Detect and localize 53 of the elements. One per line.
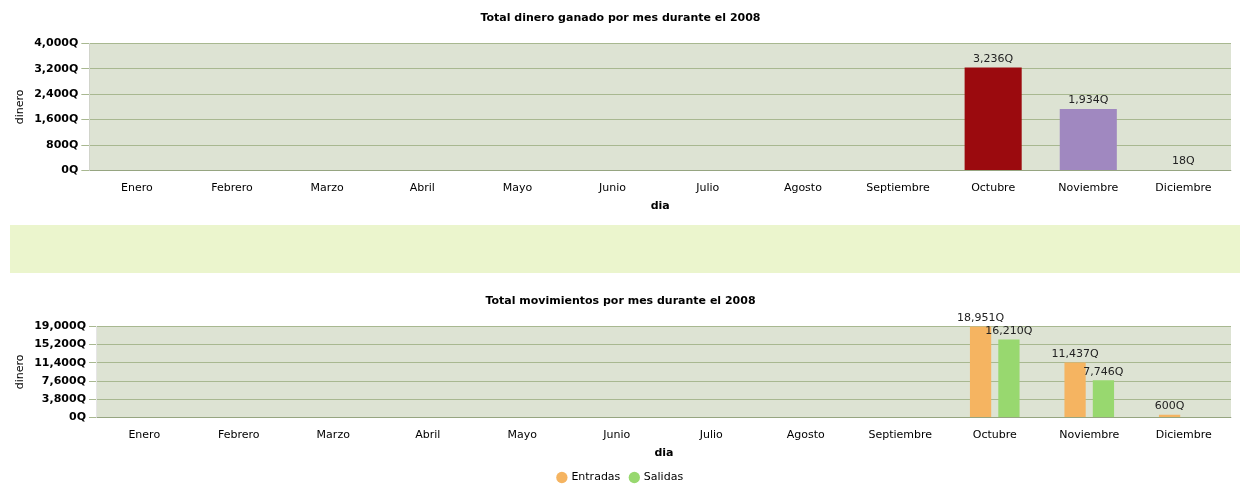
x-tick-label: Noviembre — [1058, 181, 1119, 195]
data-label: 18Q — [1172, 154, 1196, 168]
legend-label: Entradas — [571, 470, 621, 484]
y-tick-label: 3,200Q — [34, 61, 79, 75]
y-axis-title: dinero — [13, 89, 27, 125]
bar — [998, 339, 1020, 418]
x-tick-label: Enero — [128, 428, 161, 442]
y-tick-label: 2,400Q — [34, 87, 79, 101]
x-tick-label: Diciembre — [1155, 181, 1212, 195]
data-label: 11,437Q — [1051, 346, 1099, 360]
x-tick-label: Septiembre — [866, 181, 931, 195]
x-tick-label: Agosto — [786, 428, 826, 442]
y-tick-label: 800Q — [46, 137, 79, 151]
x-tick-label: Abril — [409, 181, 435, 195]
y-axis-title: dinero — [13, 354, 27, 390]
y-tick-label: 11,400Q — [34, 355, 86, 369]
y-tick-label: 0Q — [68, 410, 86, 424]
x-tick-label: Agosto — [783, 181, 823, 195]
x-tick-label: Septiembre — [868, 428, 933, 442]
chart-title: Total movimientos por mes durante el 2008 — [485, 294, 756, 308]
x-tick-label: Junio — [598, 181, 627, 195]
data-label: 18,951Q — [957, 310, 1005, 324]
x-tick-label: Marzo — [310, 181, 345, 195]
x-tick-label: Abril — [415, 428, 441, 442]
bar — [1064, 362, 1086, 418]
data-label: 1,934Q — [1068, 93, 1109, 107]
y-tick-label: 1,600Q — [34, 112, 79, 126]
x-tick-label: Noviembre — [1059, 428, 1120, 442]
x-tick-label: Octubre — [972, 428, 1017, 442]
data-label: 600Q — [1154, 399, 1185, 413]
x-tick-label: Octubre — [971, 181, 1016, 195]
x-tick-label: Febrero — [211, 181, 254, 195]
bar — [1092, 380, 1115, 418]
x-tick-label: Junio — [602, 428, 631, 442]
y-tick-label: 0Q — [61, 163, 79, 177]
x-tick-label: Enero — [121, 181, 154, 195]
chart-title: Total dinero ganado por mes durante el 2008 — [480, 11, 761, 25]
data-label: 3,236Q — [973, 51, 1014, 65]
x-tick-label: Febrero — [217, 428, 260, 442]
y-tick-label: 15,200Q — [34, 337, 86, 351]
x-axis-title: dia — [654, 446, 674, 460]
y-tick-label: 4,000Q — [34, 36, 79, 50]
x-tick-label: Diciembre — [1155, 428, 1213, 442]
x-tick-label: Mayo — [507, 428, 538, 442]
x-tick-label: Julio — [695, 181, 720, 195]
y-tick-label: 19,000Q — [34, 319, 86, 333]
x-tick-label: Julio — [698, 428, 724, 442]
y-tick-label: 3,800Q — [41, 392, 86, 406]
y-tick-label: 7,600Q — [41, 373, 86, 387]
x-tick-label: Mayo — [502, 181, 533, 195]
x-tick-label: Marzo — [316, 428, 351, 442]
legend-label: Salidas — [643, 470, 684, 484]
x-axis-title: dia — [650, 199, 670, 213]
